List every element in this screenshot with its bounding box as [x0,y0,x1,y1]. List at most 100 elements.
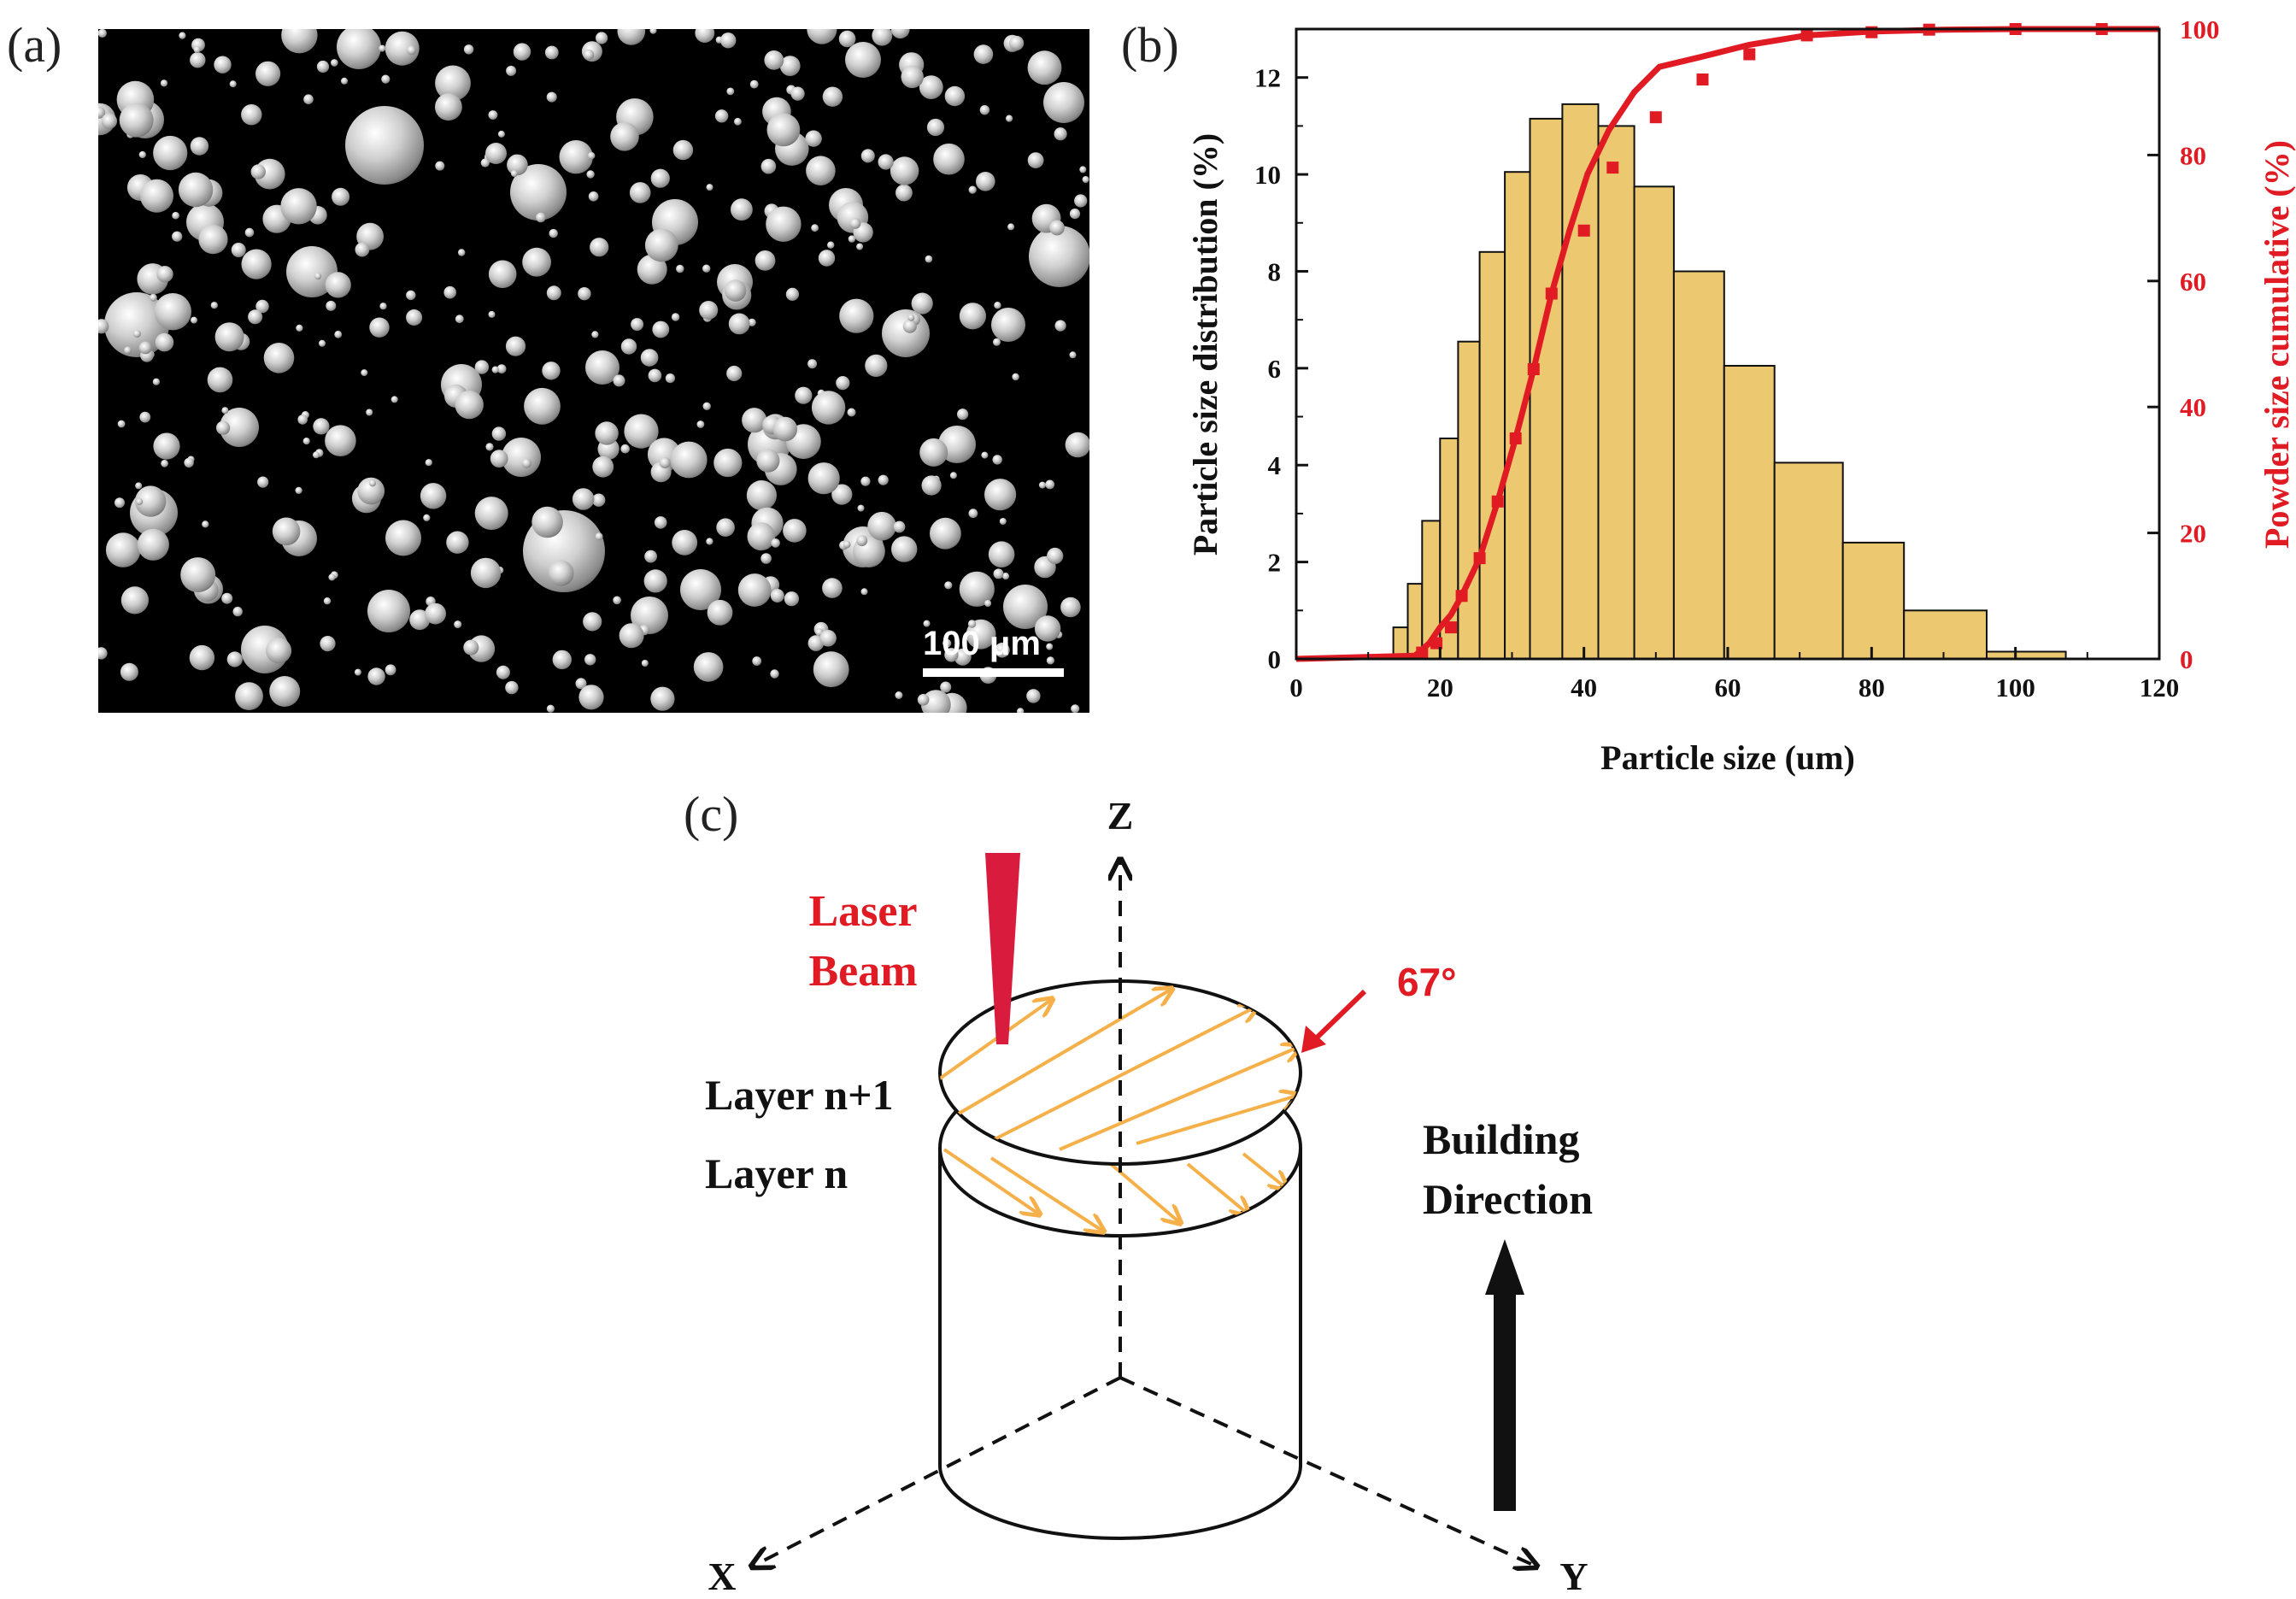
building-arrow-head [1485,1239,1524,1295]
x-axis-label: X [708,1555,736,1598]
powder-particle [595,532,603,541]
powder-particle [756,449,780,473]
scan-vector [989,1156,1102,1231]
powder-particle [584,49,595,61]
powder-particle [485,443,494,451]
powder-particle [341,77,348,85]
cumulative-marker [1445,621,1457,634]
powder-particle [423,514,431,522]
powder-particle [505,680,519,695]
scan-vector [1242,1152,1286,1188]
powder-particle [919,438,948,467]
powder-particle [1003,585,1048,629]
powder-particle [811,224,819,232]
powder-particle [838,30,856,48]
powder-particle [770,589,784,603]
panel-b-label: (b) [1121,17,1179,73]
powder-particle [502,438,541,477]
powder-particle [856,243,864,250]
powder-particle [988,541,1015,567]
y-tick-label: 8 [1268,256,1282,286]
powder-particle [957,409,969,420]
powder-particle [995,642,1010,658]
powder-particle [617,29,646,45]
powder-particle [984,479,1017,511]
powder-particle [640,349,659,367]
powder-particle [872,29,893,46]
powder-particle [1001,573,1010,580]
layer-n1-label: Layer n+1 [705,1071,894,1119]
cumulative-marker [1430,637,1443,650]
powder-particle [940,681,952,693]
powder-particle [153,432,180,460]
powder-particle [241,104,262,126]
powder-particle [968,509,978,519]
powder-particle [595,421,619,445]
powder-particle [302,437,310,445]
powder-particle [921,475,942,496]
angle-arrow [1309,989,1367,1045]
cumulative-marker [1696,73,1709,85]
powder-particle [919,75,943,99]
powder-particle [1047,547,1064,565]
powder-particle [559,140,593,174]
powder-particle [1017,708,1025,713]
powder-particle [272,517,301,546]
powder-particle [1054,320,1066,332]
powder-particle [860,476,871,486]
powder-particle [631,318,644,332]
cylinder-bottom-front [938,1465,1302,1540]
rotation-angle-label: 67° [1397,960,1457,1004]
powder-particle [510,170,518,177]
powder-particle [1009,35,1025,51]
powder-particle [101,113,117,129]
powder-particle [263,343,295,373]
powder-particle [216,420,231,435]
powder-particle [1065,432,1089,458]
powder-particle [406,290,416,301]
powder-particle [644,550,657,563]
powder-particle [548,560,574,586]
scan-vector [942,1148,1038,1214]
powder-particle [98,106,106,119]
powder-particle [522,247,551,277]
powder-particle [156,266,173,283]
powder-particle [806,156,836,185]
powder-particle [524,387,561,425]
powder-particle [807,359,818,369]
powder-particle [409,609,431,631]
powder-particle [531,506,563,538]
powder-particle [902,319,917,333]
powder-particle [770,669,779,679]
powder-particle [379,303,387,310]
powder-particle [1046,656,1054,665]
y2-tick-label: 60 [2180,267,2206,297]
layer-n-label: Layer n [705,1149,848,1197]
powder-particle [474,360,490,374]
powder-particle [921,690,951,713]
powder-particle [235,682,263,710]
powder-particle [641,660,649,667]
powder-particle [381,74,390,84]
powder-particle [755,250,776,271]
powder-particle [572,488,595,510]
powder-particle [911,292,933,315]
powder-particle [546,91,557,103]
powder-particle [485,143,507,164]
powder-particle [650,686,675,711]
powder-particle [1007,223,1015,231]
powder-particle [367,667,385,685]
powder-particle [1034,615,1061,642]
powder-particle [354,668,361,676]
powder-particle [620,444,630,454]
powder-particle [180,557,216,593]
powder-particle [549,228,558,238]
powder-particle [248,309,263,325]
powder-particle [226,651,243,667]
x-tick-label: 0 [1289,673,1303,703]
powder-particle [984,600,992,607]
powder-particle [325,272,351,298]
powder-particle [390,396,398,403]
powder-particle [221,407,229,414]
